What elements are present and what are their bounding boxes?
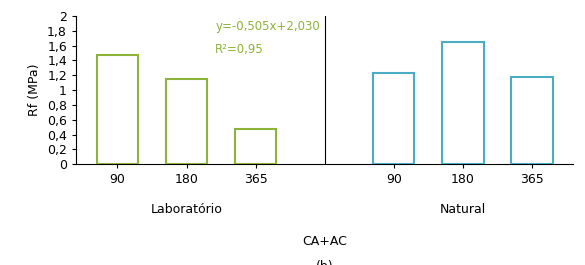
Text: y=-0,505x+2,030: y=-0,505x+2,030 <box>215 20 320 33</box>
Text: (b): (b) <box>316 260 333 265</box>
Text: CA+AC: CA+AC <box>302 235 347 248</box>
Y-axis label: Rf (MPa): Rf (MPa) <box>29 64 42 116</box>
Text: Natural: Natural <box>440 203 486 216</box>
Bar <box>235 129 276 164</box>
Bar <box>166 79 207 164</box>
Text: R²=0,95: R²=0,95 <box>215 43 264 56</box>
Bar <box>373 73 414 164</box>
Bar <box>442 42 484 164</box>
Bar <box>97 55 138 164</box>
Bar <box>511 77 553 164</box>
Text: Laboratório: Laboratório <box>150 203 222 216</box>
